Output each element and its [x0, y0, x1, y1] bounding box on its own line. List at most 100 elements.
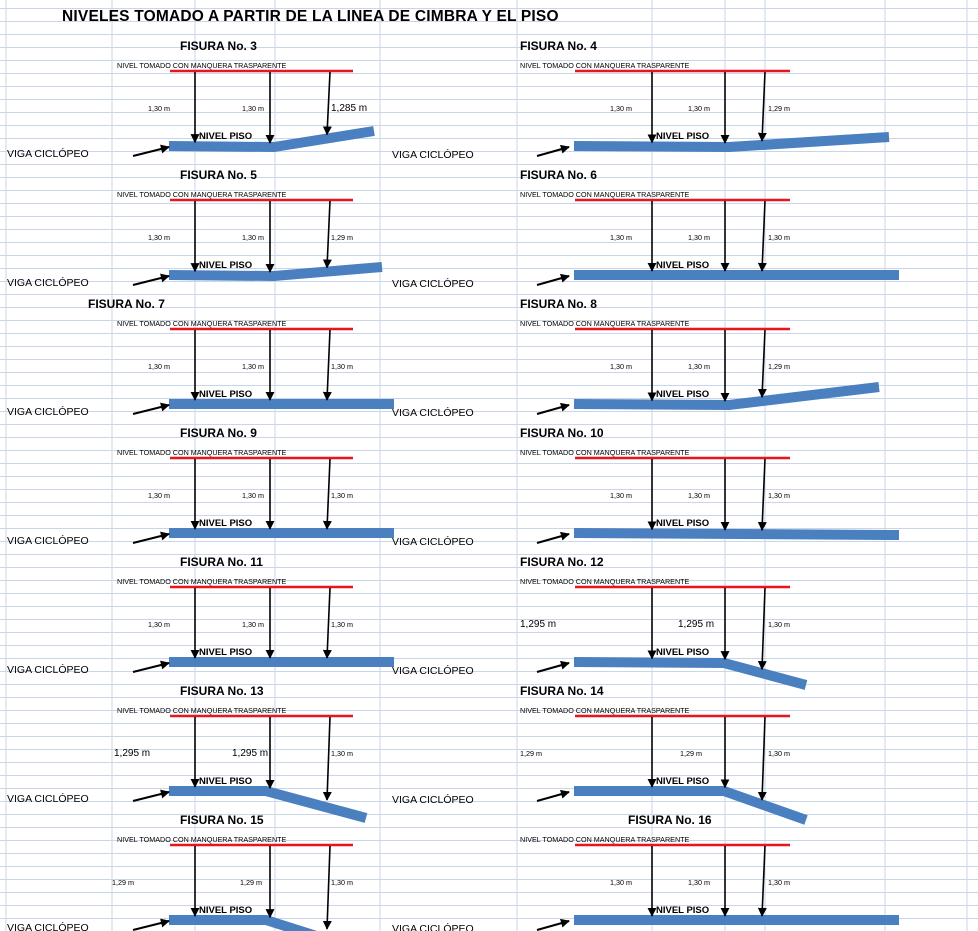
figure-title: FISURA No. 9 [180, 426, 257, 440]
figure-4: FISURA No. 4 NIVEL TOMADO CON MANQUERA TR… [392, 39, 890, 161]
level-value: 1,30 m [610, 878, 632, 887]
level-value: 1,30 m [331, 620, 353, 629]
figure-title: FISURA No. 6 [520, 168, 597, 182]
floor-level-label: NIVEL PISO [656, 260, 709, 271]
level-value: 1,30 m [148, 491, 170, 500]
level-value: 1,29 m [112, 878, 134, 887]
level-value: 1,30 m [242, 233, 264, 242]
beam-floor-shape [574, 786, 808, 825]
level-value: 1,30 m [610, 233, 632, 242]
measure-arrow [322, 71, 332, 136]
hose-level-label: NIVEL TOMADO CON MANQUERA TRASPARENTE [520, 577, 690, 586]
level-value: 1,30 m [688, 104, 710, 113]
figure-title: FISURA No. 8 [520, 297, 597, 311]
level-value: 1,30 m [148, 104, 170, 113]
beam-pointer-arrow [132, 273, 170, 286]
figure-10: FISURA No. 10 NIVEL TOMADO CON MANQUERA T… [392, 426, 900, 548]
figure-title: FISURA No. 4 [520, 39, 597, 53]
beam-floor-shape [169, 786, 368, 823]
level-value: 1,30 m [242, 104, 264, 113]
beam-pointer-arrow [132, 918, 170, 931]
beam-label: VIGA CICLÓPEO [7, 534, 89, 547]
hose-level-label: NIVEL TOMADO CON MANQUERA TRASPARENTE [117, 706, 287, 715]
beam-label: VIGA CICLÓPEO [392, 277, 474, 290]
level-value: 1,30 m [610, 491, 632, 500]
beam-label: VIGA CICLÓPEO [392, 793, 474, 806]
beam-label: VIGA CICLÓPEO [392, 664, 474, 677]
measure-arrow [322, 200, 332, 269]
hose-level-label: NIVEL TOMADO CON MANQUERA TRASPARENTE [520, 61, 690, 70]
beam-pointer-arrow [536, 402, 570, 415]
figure-title: FISURA No. 11 [180, 555, 263, 569]
hose-level-label: NIVEL TOMADO CON MANQUERA TRASPARENTE [117, 448, 287, 457]
level-value: 1,30 m [331, 362, 353, 371]
figure-8: FISURA No. 8 NIVEL TOMADO CON MANQUERA TR… [392, 297, 880, 419]
measure-arrow [757, 458, 767, 532]
floor-level-label: NIVEL PISO [656, 389, 709, 400]
beam-label: VIGA CICLÓPEO [7, 405, 89, 418]
hose-level-label: NIVEL TOMADO CON MANQUERA TRASPARENTE [117, 190, 287, 199]
figure-title: FISURA No. 7 [88, 297, 165, 311]
figure-15: FISURA No. 15 NIVEL TOMADO CON MANQUERA T… [7, 813, 353, 931]
beam-pointer-arrow [536, 918, 570, 931]
figure-7: FISURA No. 7 NIVEL TOMADO CON MANQUERA TR… [7, 297, 394, 418]
floor-level-label: NIVEL PISO [199, 776, 252, 787]
hose-level-label: NIVEL TOMADO CON MANQUERA TRASPARENTE [520, 190, 690, 199]
figure-6: FISURA No. 6 NIVEL TOMADO CON MANQUERA TR… [392, 168, 899, 290]
level-value: 1,30 m [610, 362, 632, 371]
level-value: 1,30 m [242, 491, 264, 500]
level-value: 1,30 m [148, 362, 170, 371]
measure-arrow [322, 329, 332, 401]
beam-label: VIGA CICLÓPEO [7, 792, 89, 805]
beam-pointer-arrow [536, 531, 570, 544]
beam-pointer-arrow [132, 531, 170, 544]
measure-arrow [757, 71, 767, 142]
level-value: 1,30 m [768, 749, 790, 758]
figure-3: FISURA No. 3 NIVEL TOMADO CON MANQUERA TR… [7, 39, 375, 160]
floor-level-label: NIVEL PISO [199, 260, 252, 271]
beam-pointer-arrow [536, 789, 570, 802]
measure-arrow [757, 587, 767, 671]
level-value: 1,30 m [610, 104, 632, 113]
beam-label: VIGA CICLÓPEO [7, 663, 89, 676]
floor-level-label: NIVEL PISO [199, 647, 252, 658]
beam-pointer-arrow [536, 273, 570, 286]
level-value: 1,30 m [688, 362, 710, 371]
hose-level-label: NIVEL TOMADO CON MANQUERA TRASPARENTE [117, 61, 287, 70]
beam-pointer-arrow [132, 402, 170, 415]
beam-pointer-arrow [132, 789, 170, 802]
floor-level-label: NIVEL PISO [656, 776, 709, 787]
level-value: 1,285 m [331, 103, 367, 114]
floor-level-label: NIVEL PISO [656, 131, 709, 142]
level-value: 1,29 m [768, 104, 790, 113]
beam-label: VIGA CICLÓPEO [392, 535, 474, 548]
measure-arrow [757, 200, 767, 272]
beam-pointer-arrow [536, 660, 570, 673]
level-value: 1,29 m [240, 878, 262, 887]
floor-level-label: NIVEL PISO [656, 905, 709, 916]
figure-13: FISURA No. 13 NIVEL TOMADO CON MANQUERA T… [7, 684, 368, 823]
measure-arrow [757, 329, 767, 398]
beam-pointer-arrow [536, 144, 570, 157]
measure-arrow [322, 458, 332, 530]
floor-level-label: NIVEL PISO [199, 518, 252, 529]
floor-level-label: NIVEL PISO [199, 131, 252, 142]
level-value: 1,30 m [768, 620, 790, 629]
hose-level-label: NIVEL TOMADO CON MANQUERA TRASPARENTE [117, 835, 287, 844]
beam-floor-shape [573, 132, 890, 153]
beam-floor-shape [169, 915, 318, 931]
page-title: NIVELES TOMADO A PARTIR DE LA LINEA DE C… [62, 8, 559, 25]
level-value: 1,30 m [768, 491, 790, 500]
beam-floor-shape [168, 262, 383, 282]
beam-floor-shape [168, 126, 375, 153]
level-value: 1,30 m [148, 233, 170, 242]
level-value: 1,29 m [331, 233, 353, 242]
figure-14: FISURA No. 14 NIVEL TOMADO CON MANQUERA T… [392, 684, 808, 825]
level-value: 1,295 m [114, 748, 150, 759]
level-value: 1,30 m [688, 233, 710, 242]
hose-level-label: NIVEL TOMADO CON MANQUERA TRASPARENTE [520, 319, 690, 328]
floor-level-label: NIVEL PISO [199, 389, 252, 400]
level-value: 1,295 m [520, 619, 556, 630]
beam-pointer-arrow [132, 144, 170, 157]
